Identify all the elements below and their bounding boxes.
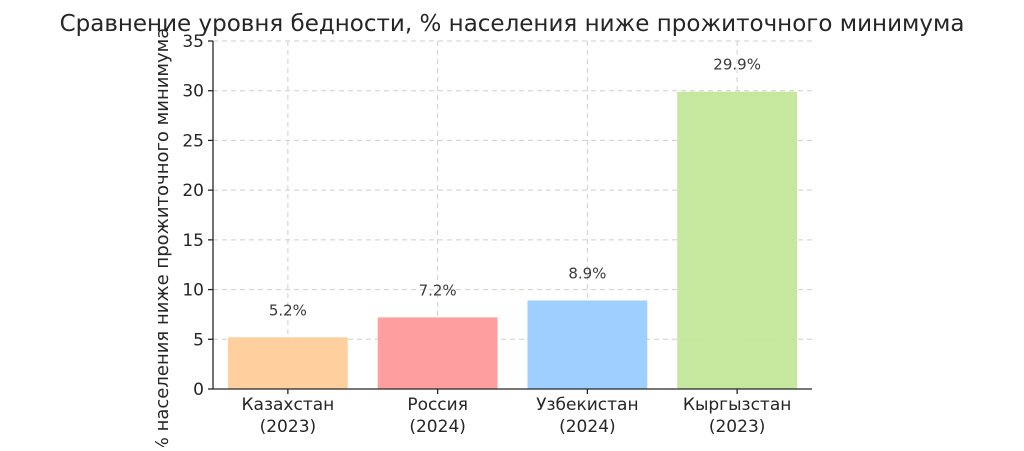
bar (227, 337, 348, 389)
x-tick-labels: Казахстан (2023) Россия (2024) Узбекистан (20… (241, 389, 791, 437)
y-tick-label: 15 (182, 231, 204, 251)
bar (677, 91, 798, 390)
data-labels: 5.2% 7.2% 8.9% 29.9% (269, 56, 761, 320)
y-axis-label: % населения ниже прожиточного минимума (152, 28, 173, 447)
data-label: 29.9% (713, 56, 761, 74)
x-tick-label: Кыргызстан (2023) (683, 395, 791, 437)
data-label: 5.2% (269, 301, 307, 319)
y-tick-label: 35 (182, 32, 204, 52)
y-tick-label: 25 (182, 131, 204, 151)
bar (377, 317, 498, 389)
x-tick-label: Казахстан (2023) (241, 395, 334, 437)
chart-title: Сравнение уровня бедности, % населения н… (60, 11, 965, 37)
y-tick-label: 0 (193, 380, 204, 400)
axes (212, 41, 812, 390)
x-tick-label: Узбекистан (2024) (536, 395, 638, 437)
y-tick-label: 10 (182, 281, 204, 301)
y-tick-label: 30 (182, 82, 204, 102)
y-tick-label: 5 (193, 330, 204, 350)
x-tick-label: Россия (2024) (407, 395, 468, 437)
bars (227, 91, 798, 390)
data-label: 8.9% (568, 265, 606, 283)
y-ticks: 0 5 10 15 20 25 30 35 (182, 32, 213, 400)
data-label: 7.2% (419, 281, 457, 299)
bar (527, 300, 648, 389)
y-tick-label: 20 (182, 181, 204, 201)
